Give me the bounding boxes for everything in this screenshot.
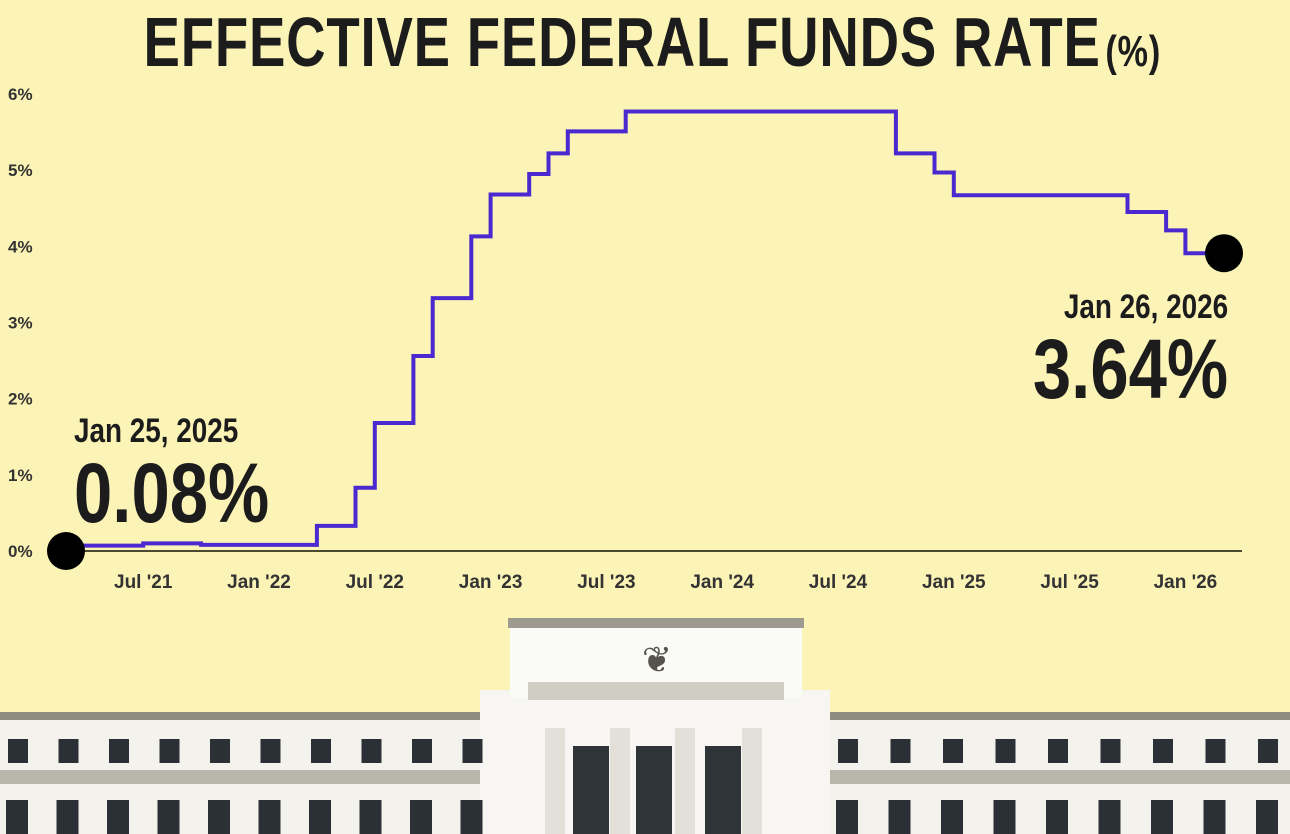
- y-tick-label: 6%: [8, 85, 33, 104]
- lower-window: [1046, 800, 1068, 834]
- start-annotation: Jan 25, 2025 0.08%: [74, 412, 312, 535]
- x-tick-label: Jul '21: [114, 572, 173, 593]
- y-tick-label: 4%: [8, 237, 33, 256]
- lower-window: [1151, 800, 1173, 834]
- x-tick-label: Jul '24: [809, 572, 868, 593]
- lower-window: [56, 800, 79, 834]
- lower-window: [107, 800, 129, 834]
- attic-cornice: [508, 618, 804, 628]
- x-tick-label: Jan '22: [227, 572, 291, 593]
- lower-window: [1098, 800, 1121, 834]
- upper-window: [412, 739, 432, 763]
- upper-window: [1100, 739, 1121, 763]
- upper-window: [159, 739, 180, 763]
- x-tick-label: Jan '25: [922, 572, 986, 593]
- y-tick-label: 1%: [8, 466, 33, 485]
- eagle-sculpture: ❦: [642, 639, 672, 680]
- x-tick-label: Jan '26: [1154, 572, 1218, 593]
- upper-window: [838, 739, 858, 763]
- lower-window: [309, 800, 331, 834]
- pilaster: [545, 728, 565, 834]
- lower-window: [6, 800, 28, 834]
- upper-window: [995, 739, 1016, 763]
- upper-window: [311, 739, 331, 763]
- x-tick-label: Jul '23: [577, 572, 635, 593]
- entrance-window: [636, 746, 672, 834]
- lower-window: [993, 800, 1016, 834]
- x-tick-label: Jul '25: [1040, 572, 1099, 593]
- lower-window: [157, 800, 180, 834]
- upper-window: [210, 739, 230, 763]
- chart-title: EFFECTIVE FEDERAL FUNDS RATE (%): [0, 2, 1290, 82]
- lower-window: [359, 800, 382, 834]
- upper-window: [109, 739, 129, 763]
- x-tick-label: Jan '24: [690, 572, 754, 593]
- y-tick-label: 0%: [8, 542, 33, 561]
- y-tick-label: 2%: [8, 390, 33, 409]
- upper-window: [8, 739, 28, 763]
- pilaster: [742, 728, 762, 834]
- entrance-window: [573, 746, 609, 834]
- end-marker: [1205, 234, 1243, 273]
- end-value-label: 3.64%: [1032, 322, 1228, 416]
- lower-window: [1256, 800, 1278, 834]
- start-value-label: 0.08%: [74, 446, 270, 540]
- title-text: EFFECTIVE FEDERAL FUNDS RATE: [143, 3, 1101, 81]
- upper-window: [58, 739, 79, 763]
- upper-window: [361, 739, 382, 763]
- x-tick-label: Jul '22: [346, 572, 404, 593]
- end-annotation: Jan 26, 2026 3.64%: [990, 288, 1228, 411]
- pilaster: [610, 728, 630, 834]
- pilaster: [675, 728, 695, 834]
- lower-window: [258, 800, 281, 834]
- upper-window: [1048, 739, 1068, 763]
- upper-window: [943, 739, 963, 763]
- lower-window: [1203, 800, 1226, 834]
- upper-window: [462, 739, 483, 763]
- upper-window: [1153, 739, 1173, 763]
- upper-window: [890, 739, 911, 763]
- portico-entablature: [528, 682, 784, 700]
- upper-window: [1258, 739, 1278, 763]
- title-unit: (%): [1105, 27, 1162, 76]
- lower-window: [888, 800, 911, 834]
- start-date-label: Jan 25, 2025: [74, 412, 239, 450]
- lower-window: [836, 800, 858, 834]
- y-tick-label: 3%: [8, 314, 33, 333]
- lower-window: [460, 800, 483, 834]
- start-marker: [47, 532, 85, 570]
- y-tick-label: 5%: [8, 161, 33, 180]
- lower-window: [410, 800, 432, 834]
- lower-window: [941, 800, 963, 834]
- lower-window: [208, 800, 230, 834]
- end-date-label: Jan 26, 2026: [1063, 288, 1228, 326]
- upper-window: [260, 739, 281, 763]
- entrance-window: [705, 746, 741, 834]
- upper-window: [1205, 739, 1226, 763]
- federal-reserve-building-image: ❦: [0, 618, 1290, 834]
- rate-step-line: [66, 109, 1224, 548]
- x-tick-label: Jan '23: [459, 572, 523, 593]
